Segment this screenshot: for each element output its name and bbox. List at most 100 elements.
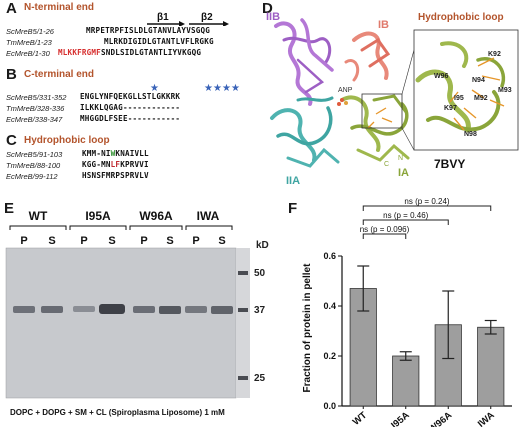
- residue-n98: N98: [464, 131, 477, 138]
- lane-label: P: [140, 235, 147, 247]
- residue-k97: K97: [444, 105, 457, 112]
- seq-c1-hl: W: [110, 149, 116, 158]
- band-iwa-p: [185, 306, 207, 313]
- y-tick-label: 0.2: [323, 351, 336, 361]
- inset-ribbon: [415, 41, 506, 133]
- seq-c2-pre: KGG-MN: [82, 160, 111, 169]
- gel-panel: WT I95A W96A IWA P S P S P S P S: [5, 209, 250, 399]
- band-i95a-s: [99, 304, 125, 314]
- band-w96a-p: [133, 306, 155, 313]
- gel-caption: DOPC + DOPG + SM + CL (Spiroplasma Lipos…: [10, 408, 225, 417]
- beta1-label: β1: [157, 12, 169, 23]
- seq-c2-post: KPRVVI: [120, 160, 149, 169]
- domain-iib-label: IIB: [266, 11, 280, 23]
- panel-f-label: F: [288, 200, 298, 217]
- seq-name-b1: ScMreB5/331-352: [6, 93, 67, 102]
- seq-b2: ILKKLQGAG------------: [80, 103, 181, 112]
- anp-label: ANP: [338, 87, 353, 94]
- x-tick-label: I95A: [389, 410, 412, 427]
- seq-c1-post: KNAIVLL: [115, 149, 149, 158]
- seq-a3: MLKKFRGMFSNDLSIDLGTANTLIYVKGQG: [58, 48, 201, 57]
- ladder-lane: [236, 248, 250, 398]
- domain-iib-ribbon: [274, 18, 334, 106]
- ladder-band-50: [238, 271, 248, 275]
- lane-label: P: [20, 235, 27, 247]
- x-tick-label: IWA: [476, 410, 497, 427]
- marker-50: 50: [254, 268, 266, 279]
- panel-d-label: D: [262, 0, 273, 17]
- band-wt-s: [41, 306, 63, 313]
- loop-sticks: [367, 107, 393, 129]
- marker-25: 25: [254, 373, 266, 384]
- domain-iia-ribbon: [270, 96, 340, 168]
- hydrophobic-loop-title: Hydrophobic loop: [24, 135, 110, 146]
- bar-i95a: [392, 355, 420, 407]
- band-iwa-s: [211, 306, 233, 314]
- seq-c1-pre: KMM-NI: [82, 149, 111, 158]
- structure-panel: IIB IB IIA IA C N ANP Hydrophobic: [266, 11, 519, 187]
- seq-name-a3: EcMreB/1-30: [6, 49, 50, 58]
- seq-name-a1: ScMreB5/1-26: [6, 27, 54, 36]
- marker-37: 37: [254, 305, 266, 316]
- seq-name-c2: TmMreB/88-100: [6, 161, 61, 170]
- star-icon: ★: [204, 83, 213, 92]
- lane-label: S: [48, 235, 55, 247]
- lane-label: S: [166, 235, 173, 247]
- band-w96a-s: [159, 306, 181, 314]
- residue-w96: W96: [434, 73, 449, 80]
- domain-iia-label: IIA: [286, 175, 300, 187]
- lane-label: S: [108, 235, 115, 247]
- domain-ib-label: IB: [378, 19, 389, 31]
- star-icon: ★: [213, 83, 222, 92]
- group-label-iwa: IWA: [197, 209, 220, 223]
- residue-i95: I95: [454, 95, 464, 102]
- conserved-stars: ★ ★ ★ ★ ★: [150, 83, 240, 92]
- seq-name-c3: EcMreB/99-112: [6, 172, 58, 181]
- seq-name-b3: EcMreB/338-347: [6, 115, 63, 124]
- seq-c2-hl: LF: [110, 160, 121, 169]
- significance-bracket: [362, 205, 492, 211]
- chart-bars: [349, 265, 505, 407]
- seq-c2: KGG-MNLFKPRVVI: [82, 160, 149, 169]
- lane-label: P: [80, 235, 87, 247]
- significance-label: ns (p = 0.096): [360, 225, 410, 234]
- seq-c3: HSNSFMRPSPRVLV: [82, 171, 149, 180]
- x-tick-label: W96A: [427, 410, 454, 427]
- star-icon: ★: [231, 83, 240, 92]
- seq-c1: KMM-NIWKNAIVLL: [82, 149, 149, 158]
- significance-bracket: [362, 233, 407, 239]
- band-i95a-p: [73, 306, 95, 312]
- significance-bracket: [362, 219, 449, 225]
- significance-label: ns (p = 0.24): [404, 197, 449, 206]
- inset-sticks: [449, 57, 505, 131]
- x-tick-label: WT: [351, 410, 370, 427]
- gel-bands: [13, 304, 233, 314]
- n-terminal-title: N-terminal end: [24, 2, 95, 13]
- band-wt-p: [13, 306, 35, 313]
- star-icon: ★: [150, 83, 159, 92]
- c-terminus-label: C: [384, 161, 389, 168]
- n-terminus-label: N: [398, 155, 403, 162]
- domain-ib-ribbon: [344, 31, 391, 82]
- seq-b1: ENGLYNFQEKGLLSTLGKKRK: [80, 92, 181, 101]
- group-label-i95a: I95A: [85, 209, 111, 223]
- pdb-id: 7BVY: [434, 157, 465, 171]
- significance-brackets: ns (p = 0.096) ns (p = 0.46) ns (p = 0.24): [360, 197, 492, 239]
- kd-label: kD: [256, 240, 269, 251]
- seq-name-c1: ScMreB5/91-103: [6, 150, 63, 159]
- zoom-box: [361, 93, 403, 129]
- seq-name-a2: TmMreB/1-23: [6, 38, 52, 47]
- ladder-band-25: [238, 376, 248, 380]
- residue-n94: N94: [472, 77, 485, 84]
- residue-m92: M92: [474, 95, 488, 102]
- c-terminal-title: C-terminal end: [24, 69, 95, 80]
- seq-a3-rest: SNDLSIDLGTANTLIYVKGQG: [100, 48, 202, 57]
- seq-a1: MRPETRPFISLDLGTANVLAYVSGQG: [86, 26, 211, 35]
- beta-strand-arrows: β1 β2: [147, 12, 229, 26]
- y-tick-label: 0.0: [323, 401, 336, 411]
- y-tick-label: 0.6: [323, 251, 336, 261]
- beta2-label: β2: [201, 12, 213, 23]
- ladder-band-37: [238, 308, 248, 312]
- residue-k92: K92: [488, 51, 501, 58]
- panel-c-label: C: [6, 132, 17, 149]
